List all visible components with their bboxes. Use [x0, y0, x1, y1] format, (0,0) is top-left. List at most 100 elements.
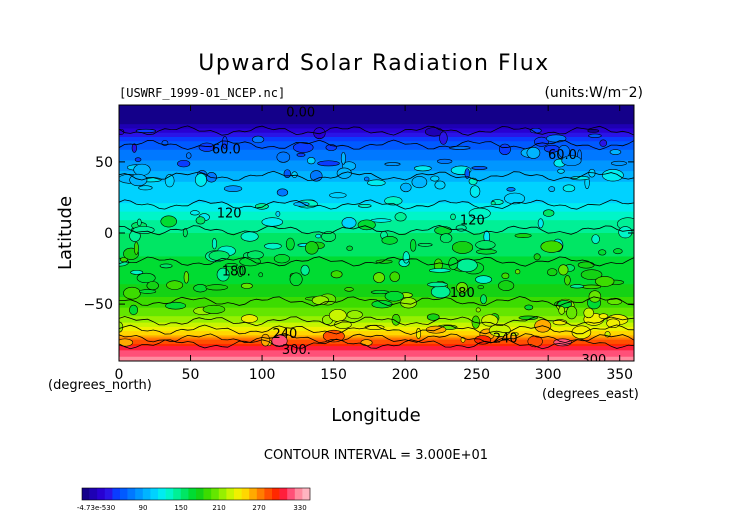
contour-patch	[384, 196, 403, 206]
heatmap-band	[119, 190, 634, 194]
colorbar-swatch	[211, 488, 220, 500]
x-unit-label: (degrees_east)	[542, 387, 639, 402]
contour-patch	[136, 272, 156, 284]
heatmap-band	[119, 350, 634, 354]
heatmap-band	[119, 211, 634, 215]
heatmap-band	[119, 207, 634, 211]
contour-patch	[591, 234, 600, 244]
contour-patch	[240, 231, 259, 242]
colorbar-frame	[81, 487, 311, 501]
contour-patch	[471, 166, 488, 170]
colorbar-swatch	[165, 488, 174, 500]
contour-patch	[190, 210, 200, 216]
contour-patch	[198, 142, 215, 152]
heatmap-band	[119, 228, 634, 232]
heatmap-band	[119, 237, 634, 240]
contour-label: 240	[493, 332, 518, 347]
heatmap-band	[119, 105, 634, 108]
contour-patch	[381, 235, 398, 245]
colorbar-swatch	[120, 488, 128, 500]
contour-patch	[448, 257, 459, 270]
colorbar-swatch	[82, 488, 90, 500]
heatmap-band	[119, 254, 634, 258]
contour-patch	[222, 136, 228, 149]
contour-patch	[449, 145, 471, 150]
colorbar-swatch	[127, 488, 136, 500]
heatmap-band	[119, 196, 634, 200]
contour-patch	[498, 280, 515, 291]
heatmap-band	[119, 320, 634, 324]
colorbar-swatch	[97, 488, 106, 500]
contour-patch	[430, 285, 451, 299]
heatmap-band	[119, 145, 634, 149]
contour-patch	[315, 233, 322, 239]
x-tick-label: 350	[606, 367, 633, 383]
contour-patch	[595, 276, 615, 287]
contour-patch	[160, 215, 178, 228]
x-axis: 0 50 100 150 200 250 300 350	[115, 105, 633, 383]
contour-patch	[587, 128, 600, 133]
contour-patch	[321, 231, 337, 243]
contour-patch	[546, 134, 567, 143]
heatmap-band	[119, 307, 634, 311]
heatmap-band	[119, 141, 634, 144]
contour-patch	[311, 295, 329, 306]
y-axis: 50 0 −50	[83, 155, 634, 313]
contour-patch	[417, 242, 433, 247]
colorbar-tick-label: 210	[212, 504, 225, 512]
contour-patch	[439, 233, 453, 244]
heatmap-band	[119, 239, 634, 243]
heatmap-band	[119, 265, 634, 268]
heatmap-band	[119, 243, 634, 247]
contour-patch	[370, 290, 390, 295]
contour-patch	[534, 136, 549, 147]
contour-patch	[402, 251, 410, 264]
heatmap-band	[119, 297, 634, 300]
contour-patch	[211, 237, 217, 250]
contour-patch	[537, 218, 544, 229]
contour-patch	[182, 228, 188, 238]
contour-patch	[119, 338, 134, 347]
contour-patch	[415, 328, 422, 339]
contour-patch	[291, 171, 298, 178]
contour-patch	[426, 313, 440, 321]
y-tick-label: 0	[104, 226, 113, 242]
contour-patch	[310, 170, 323, 182]
heatmap-band	[119, 230, 634, 234]
colorbar-swatch	[241, 488, 250, 500]
contour-patch	[329, 192, 347, 199]
heatmap-band	[119, 222, 634, 226]
contour-patch	[474, 335, 492, 345]
heatmap-band	[119, 134, 634, 138]
heatmap-band	[119, 241, 634, 245]
contour-patch	[481, 314, 499, 327]
contour-patch	[208, 250, 230, 261]
colorbar-swatch	[272, 488, 280, 500]
contour-patch	[285, 237, 295, 251]
contour-patch	[558, 306, 565, 315]
contour-label: 0.00	[286, 105, 315, 120]
heatmap-band	[119, 151, 634, 155]
contour-patch	[225, 263, 238, 267]
contour-patch	[411, 176, 428, 189]
heatmap-band	[119, 177, 634, 181]
heatmap-band	[119, 288, 634, 292]
contour-patch	[134, 157, 142, 162]
contour-patch	[480, 294, 487, 305]
contour-patch	[358, 203, 372, 208]
heatmap-band	[119, 203, 634, 206]
heatmap-band	[119, 139, 634, 142]
contour-patch	[498, 143, 511, 156]
contour-patch	[504, 192, 526, 205]
contour-patch	[371, 300, 393, 309]
contour-patch	[609, 149, 622, 155]
contour-patch	[305, 241, 319, 255]
y-unit-label: (degrees_north)	[48, 378, 152, 393]
heatmap-band	[119, 147, 634, 151]
heatmap-band	[119, 198, 634, 202]
colorbar-swatch	[218, 488, 227, 500]
contour-patch	[166, 280, 184, 290]
x-tick-label: 200	[392, 367, 419, 383]
heatmap-band	[119, 341, 634, 345]
